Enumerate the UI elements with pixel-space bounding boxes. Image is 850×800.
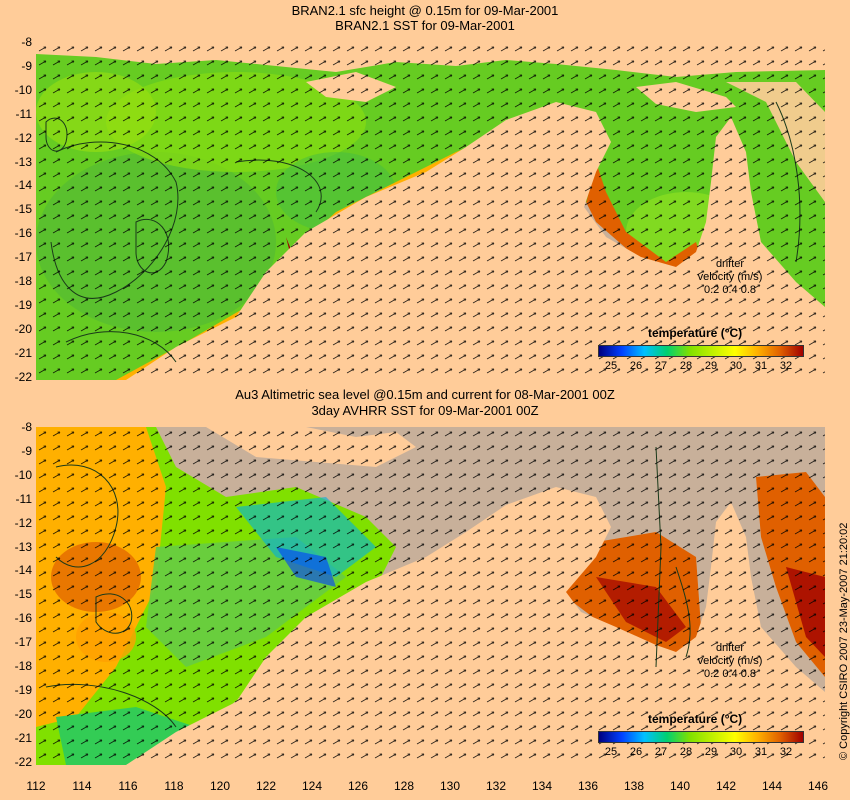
top-colorbar-tick: 26 bbox=[629, 360, 643, 372]
top-sst-map bbox=[36, 42, 825, 380]
bottom-drifter-legend: drifter velocity (m/s) 0.2 0.4 0.8 bbox=[690, 642, 770, 681]
bottom-panel-title: Au3 Altimetric sea level @0.15m and curr… bbox=[235, 387, 615, 402]
top-colorbar-tick: 30 bbox=[729, 360, 743, 372]
top-colorbar-tick: 29 bbox=[704, 360, 718, 372]
x-tick-label: 146 bbox=[807, 779, 829, 793]
bottom-y-tick-label: -15 bbox=[14, 587, 32, 602]
top-y-tick-label: -16 bbox=[14, 226, 32, 241]
x-tick-label: 114 bbox=[72, 779, 92, 793]
velocity-label: velocity (m/s) bbox=[697, 655, 763, 667]
bottom-sst-map bbox=[36, 427, 825, 765]
top-y-tick-label: -11 bbox=[15, 106, 32, 121]
bottom-colorbar-title: temperature (°C) bbox=[648, 712, 743, 726]
top-y-tick-label: -10 bbox=[14, 82, 32, 97]
bottom-colorbar bbox=[598, 731, 804, 743]
x-tick-label: 140 bbox=[669, 779, 691, 793]
top-y-tick-label: -8 bbox=[21, 35, 32, 49]
top-y-tick-label: -21 bbox=[14, 345, 32, 360]
top-colorbar-tick: 25 bbox=[604, 360, 618, 372]
bottom-y-tick-label: -13 bbox=[14, 539, 32, 554]
bottom-y-tick-label: -19 bbox=[14, 682, 32, 697]
x-tick-label: 122 bbox=[255, 779, 277, 793]
top-colorbar bbox=[598, 345, 804, 357]
bottom-y-tick-label: -21 bbox=[14, 730, 32, 745]
x-tick-label: 138 bbox=[623, 779, 645, 793]
x-tick-label: 142 bbox=[715, 779, 737, 793]
bottom-colorbar-tick: 26 bbox=[629, 746, 643, 758]
bottom-y-tick-label: -22 bbox=[14, 754, 32, 769]
top-panel-title: BRAN2.1 sfc height @ 0.15m for 09-Mar-20… bbox=[291, 3, 559, 18]
top-y-tick-label: -19 bbox=[14, 297, 32, 312]
bottom-colorbar-tick: 31 bbox=[754, 746, 768, 758]
x-tick-label: 128 bbox=[393, 779, 415, 793]
x-tick-label: 120 bbox=[209, 779, 231, 793]
x-tick-label: 134 bbox=[531, 779, 553, 793]
top-colorbar-tick: 31 bbox=[754, 360, 768, 372]
copyright-text: © Copyright CSIRO 2007 23-May-2007 21:20… bbox=[838, 522, 850, 760]
top-y-tick-label: -22 bbox=[14, 369, 32, 384]
velocity-label: velocity (m/s) bbox=[697, 271, 763, 283]
x-tick-label: 124 bbox=[301, 779, 323, 793]
top-y-tick-label: -12 bbox=[14, 130, 32, 145]
bottom-colorbar-tick: 28 bbox=[679, 746, 693, 758]
x-tick-label: 116 bbox=[118, 779, 138, 793]
top-drifter-legend: drifter velocity (m/s) 0.2 0.4 0.8 bbox=[690, 258, 770, 297]
bottom-colorbar-tick: 27 bbox=[654, 746, 668, 758]
bottom-y-tick-label: -14 bbox=[14, 563, 32, 578]
bottom-map-panel bbox=[36, 427, 825, 765]
bottom-colorbar-tick: 32 bbox=[779, 746, 793, 758]
x-tick-label: 144 bbox=[761, 779, 783, 793]
x-tick-label: 136 bbox=[577, 779, 599, 793]
bottom-colorbar-tick: 30 bbox=[729, 746, 743, 758]
velocity-ticks: 0.2 0.4 0.8 bbox=[704, 284, 756, 296]
bottom-y-tick-label: -10 bbox=[14, 467, 32, 482]
top-y-tick-label: -15 bbox=[14, 202, 32, 217]
drifter-label: drifter bbox=[715, 258, 745, 270]
velocity-ticks: 0.2 0.4 0.8 bbox=[704, 668, 756, 680]
bottom-y-tick-label: -8 bbox=[21, 420, 32, 434]
x-tick-label: 126 bbox=[347, 779, 369, 793]
drifter-label: drifter bbox=[715, 642, 745, 654]
bottom-y-tick-label: -11 bbox=[15, 491, 32, 506]
top-y-tick-label: -9 bbox=[21, 58, 32, 73]
top-colorbar-tick: 32 bbox=[779, 360, 793, 372]
top-map-panel bbox=[36, 42, 825, 380]
bottom-colorbar-tick: 25 bbox=[604, 746, 618, 758]
bottom-y-tick-label: -17 bbox=[14, 635, 32, 650]
bottom-y-tick-label: -12 bbox=[14, 515, 32, 530]
top-panel-subtitle: BRAN2.1 SST for 09-Mar-2001 bbox=[335, 18, 515, 33]
x-tick-label: 112 bbox=[26, 779, 46, 793]
top-y-tick-label: -13 bbox=[14, 154, 32, 169]
top-colorbar-title: temperature (°C) bbox=[648, 326, 743, 340]
bottom-panel-subtitle: 3day AVHRR SST for 09-Mar-2001 00Z bbox=[311, 403, 539, 418]
top-colorbar-tick: 28 bbox=[679, 360, 693, 372]
x-tick-label: 118 bbox=[164, 779, 184, 793]
top-colorbar-tick: 27 bbox=[654, 360, 668, 372]
top-y-tick-label: -20 bbox=[14, 321, 32, 336]
x-tick-label: 130 bbox=[439, 779, 461, 793]
top-y-tick-label: -14 bbox=[14, 178, 32, 193]
bottom-colorbar-tick: 29 bbox=[704, 746, 718, 758]
bottom-y-tick-label: -18 bbox=[14, 659, 32, 673]
x-tick-label: 132 bbox=[485, 779, 507, 793]
bottom-y-tick-label: -16 bbox=[14, 611, 32, 626]
top-y-tick-label: -18 bbox=[14, 274, 32, 288]
bottom-y-tick-label: -20 bbox=[14, 706, 32, 721]
bottom-y-tick-label: -9 bbox=[21, 443, 32, 458]
top-y-tick-label: -17 bbox=[14, 250, 32, 265]
